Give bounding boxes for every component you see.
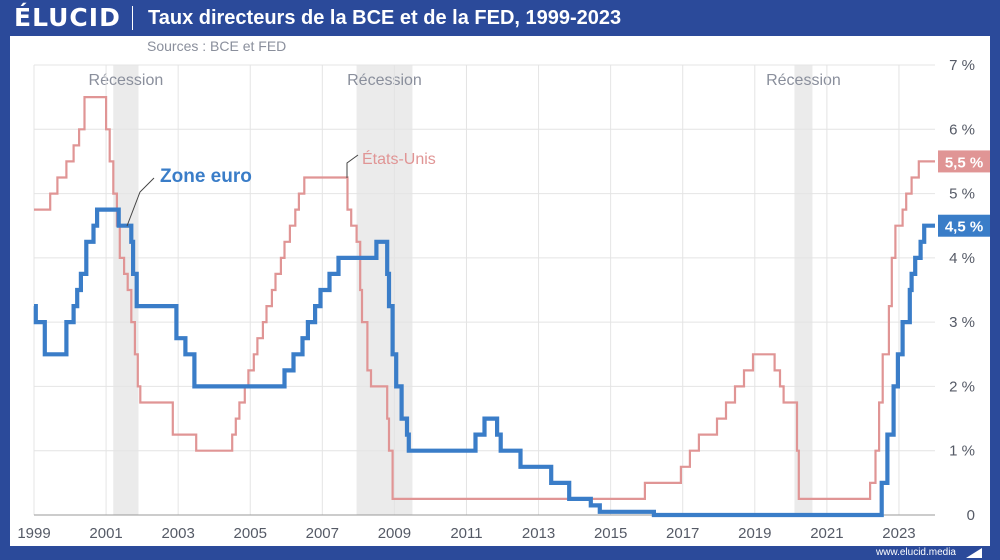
recession-band bbox=[356, 65, 413, 515]
recession-band bbox=[113, 65, 139, 515]
header-bar: ÉLUCID Taux directeurs de la BCE et de l… bbox=[0, 0, 1000, 36]
y-tick-label: 6 % bbox=[949, 121, 975, 138]
x-tick-label: 2009 bbox=[378, 525, 411, 542]
y-tick-label: 5 % bbox=[949, 186, 975, 203]
euro-rate-line bbox=[33, 207, 935, 518]
us-final-badge-text: 5,5 % bbox=[945, 154, 983, 171]
y-tick-label: 0 bbox=[967, 507, 975, 524]
chart-title: Taux directeurs de la BCE et de la FED, … bbox=[148, 7, 622, 29]
footer-bar: www.elucid.media bbox=[0, 546, 1000, 560]
footer-url[interactable]: www.elucid.media bbox=[875, 547, 956, 558]
y-tick-label: 2 % bbox=[949, 378, 975, 395]
euro-final-badge-bg bbox=[938, 214, 990, 237]
recession-label: Récession bbox=[89, 72, 164, 89]
euro-final-badge-text: 4,5 % bbox=[945, 219, 983, 236]
y-tick-label: 3 % bbox=[949, 314, 975, 331]
y-tick-label: 7 % bbox=[949, 57, 975, 74]
x-tick-label: 2023 bbox=[882, 525, 915, 542]
header-divider bbox=[132, 6, 133, 30]
x-tick-label: 2013 bbox=[522, 525, 555, 542]
euro-annotation-label: Zone euro bbox=[160, 166, 252, 187]
recession-band bbox=[794, 65, 813, 515]
euro-annotation-leader bbox=[126, 177, 155, 227]
recession-label: Récession bbox=[347, 72, 422, 89]
frame-left bbox=[0, 36, 10, 546]
us-annotation-label: États-Unis bbox=[362, 149, 436, 168]
x-tick-label: 2017 bbox=[666, 525, 699, 542]
x-tick-label: 2001 bbox=[89, 525, 122, 542]
recession-label: Récession bbox=[766, 72, 841, 89]
y-tick-label: 1 % bbox=[949, 443, 975, 460]
x-tick-label: 2015 bbox=[594, 525, 627, 542]
x-tick-label: 2007 bbox=[306, 525, 339, 542]
brand-arrow-icon bbox=[966, 548, 982, 558]
y-tick-label: 4 % bbox=[949, 250, 975, 267]
x-tick-label: 2019 bbox=[738, 525, 771, 542]
brand-logo: ÉLUCID bbox=[14, 3, 121, 32]
chart-source: Sources : BCE et FED bbox=[147, 38, 287, 54]
us-rate-line bbox=[34, 96, 935, 500]
x-tick-label: 2011 bbox=[450, 525, 482, 542]
us-annotation-leader bbox=[346, 154, 359, 178]
x-tick-label: 2003 bbox=[161, 525, 194, 542]
frame-right bbox=[990, 36, 1000, 546]
x-tick-label: 2021 bbox=[810, 525, 843, 542]
x-tick-label: 2005 bbox=[234, 525, 267, 542]
us-final-badge-bg bbox=[938, 150, 990, 173]
x-tick-label: 1999 bbox=[17, 525, 50, 542]
